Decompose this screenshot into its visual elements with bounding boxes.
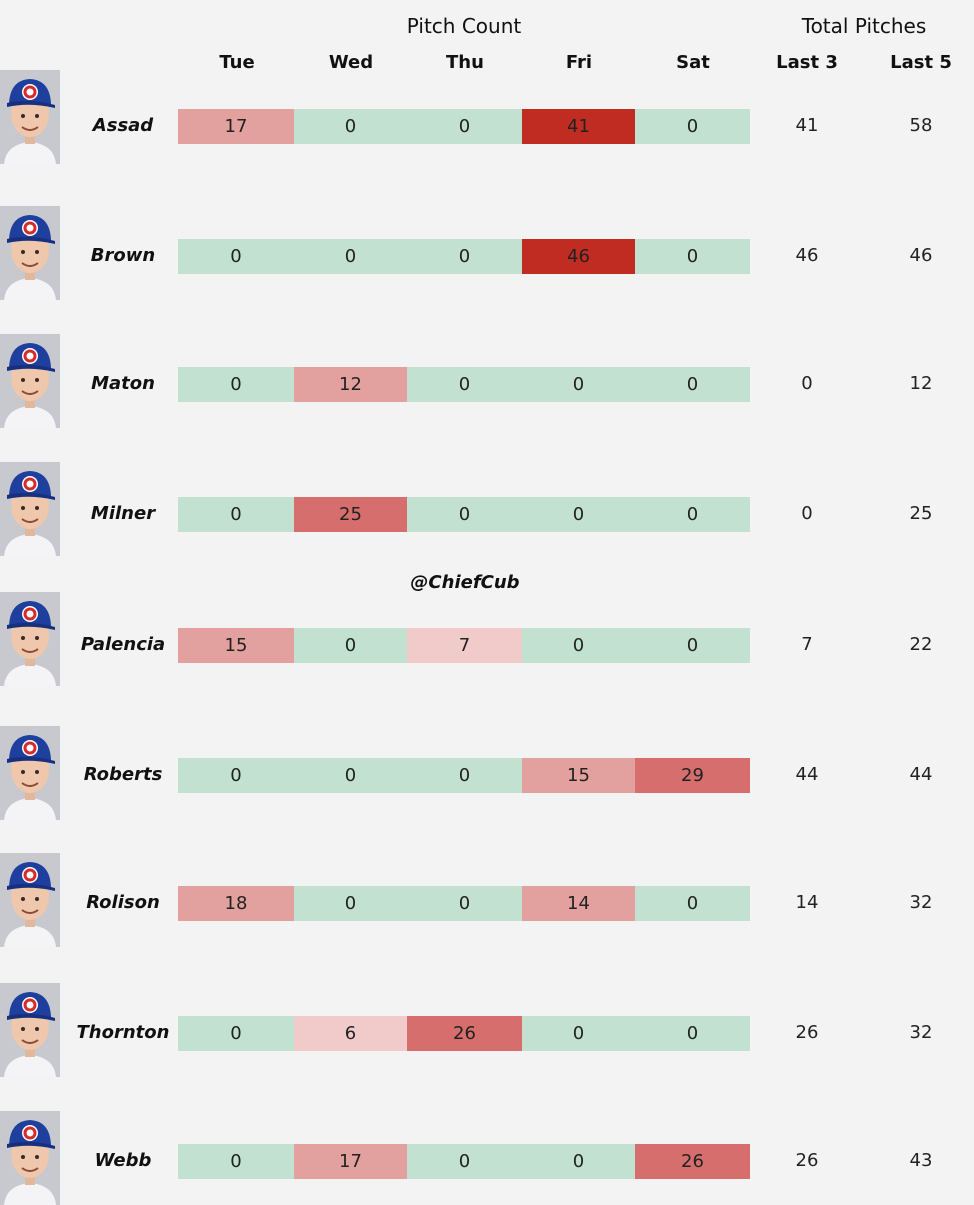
header-thu: Thu xyxy=(446,52,484,73)
total-last5: 46 xyxy=(909,245,933,266)
pitch-cell-tue: 0 xyxy=(178,1016,294,1051)
pitch-cell-thu: 26 xyxy=(407,1016,522,1051)
player-name: Roberts xyxy=(83,764,163,785)
pitch-cell-tue: 0 xyxy=(178,1144,294,1179)
pitch-cell-sat: 0 xyxy=(635,109,750,144)
player-avatar xyxy=(0,462,60,556)
total-last3: 7 xyxy=(801,634,813,655)
total-last3: 44 xyxy=(795,764,819,785)
pitch-cell-wed: 0 xyxy=(294,886,407,921)
total-last5: 12 xyxy=(909,373,933,394)
pitch-cell-tue: 15 xyxy=(178,628,294,663)
player-avatar xyxy=(0,70,60,164)
total-last3: 26 xyxy=(795,1022,819,1043)
total-last3: 26 xyxy=(795,1150,819,1171)
pitch-cell-thu: 0 xyxy=(407,239,522,274)
pitch-cell-tue: 0 xyxy=(178,758,294,793)
pitch-cell-sat: 0 xyxy=(635,497,750,532)
pitch-cell-thu: 0 xyxy=(407,367,522,402)
header-last3: Last 3 xyxy=(776,52,838,73)
total-last3: 0 xyxy=(801,503,813,524)
total-last5: 43 xyxy=(909,1150,933,1171)
pitch-cell-thu: 0 xyxy=(407,758,522,793)
total-pitches-title: Total Pitches xyxy=(801,14,927,38)
total-last5: 22 xyxy=(909,634,933,655)
pitch-cell-wed: 0 xyxy=(294,628,407,663)
total-last5: 58 xyxy=(909,115,933,136)
header-sat: Sat xyxy=(676,52,710,73)
header-last5: Last 5 xyxy=(890,52,952,73)
player-name: Maton xyxy=(91,373,155,394)
pitch-cell-fri: 41 xyxy=(522,109,635,144)
player-name: Milner xyxy=(90,503,156,524)
player-avatar xyxy=(0,983,60,1077)
player-avatar xyxy=(0,853,60,947)
pitch-cell-sat: 0 xyxy=(635,367,750,402)
player-name: Thornton xyxy=(76,1022,170,1043)
pitch-cell-sat: 0 xyxy=(635,239,750,274)
player-avatar xyxy=(0,334,60,428)
total-last5: 32 xyxy=(909,892,933,913)
pitch-cell-fri: 46 xyxy=(522,239,635,274)
pitch-cell-sat: 0 xyxy=(635,886,750,921)
pitch-cell-thu: 7 xyxy=(407,628,522,663)
pitch-cell-thu: 0 xyxy=(407,886,522,921)
pitch-cell-sat: 0 xyxy=(635,1016,750,1051)
total-last3: 41 xyxy=(795,115,819,136)
pitch-cell-wed: 25 xyxy=(294,497,407,532)
pitch-cell-wed: 0 xyxy=(294,758,407,793)
total-last5: 25 xyxy=(909,503,933,524)
pitch-cell-thu: 0 xyxy=(407,1144,522,1179)
player-avatar xyxy=(0,206,60,300)
pitch-cell-fri: 0 xyxy=(522,1144,635,1179)
pitch-cell-tue: 0 xyxy=(178,239,294,274)
pitch-cell-wed: 17 xyxy=(294,1144,407,1179)
total-last3: 14 xyxy=(795,892,819,913)
pitch-cell-fri: 0 xyxy=(522,497,635,532)
total-last3: 0 xyxy=(801,373,813,394)
pitch-cell-wed: 0 xyxy=(294,239,407,274)
player-avatar xyxy=(0,592,60,686)
header-wed: Wed xyxy=(328,52,374,73)
pitch-cell-tue: 18 xyxy=(178,886,294,921)
header-tue: Tue xyxy=(219,52,255,73)
pitch-cell-sat: 0 xyxy=(635,628,750,663)
player-name: Rolison xyxy=(86,892,160,913)
pitch-cell-tue: 17 xyxy=(178,109,294,144)
player-avatar xyxy=(0,726,60,820)
player-name: Assad xyxy=(92,115,154,136)
player-name: Brown xyxy=(90,245,156,266)
player-name: Palencia xyxy=(80,634,166,655)
pitch-cell-tue: 0 xyxy=(178,497,294,532)
pitch-cell-thu: 0 xyxy=(407,109,522,144)
pitch-cell-fri: 15 xyxy=(522,758,635,793)
total-last3: 46 xyxy=(795,245,819,266)
header-fri: Fri xyxy=(565,52,593,73)
total-last5: 32 xyxy=(909,1022,933,1043)
pitch-cell-fri: 14 xyxy=(522,886,635,921)
pitch-cell-wed: 0 xyxy=(294,109,407,144)
pitch-cell-tue: 0 xyxy=(178,367,294,402)
player-avatar xyxy=(0,1111,60,1205)
pitch-count-title: Pitch Count xyxy=(406,14,522,38)
player-name: Webb xyxy=(94,1150,152,1171)
pitch-cell-wed: 12 xyxy=(294,367,407,402)
pitch-cell-fri: 0 xyxy=(522,367,635,402)
total-last5: 44 xyxy=(909,764,933,785)
pitch-cell-wed: 6 xyxy=(294,1016,407,1051)
watermark: @ChiefCub xyxy=(410,572,520,593)
pitch-cell-fri: 0 xyxy=(522,1016,635,1051)
pitch-cell-sat: 29 xyxy=(635,758,750,793)
pitch-cell-sat: 26 xyxy=(635,1144,750,1179)
pitch-cell-fri: 0 xyxy=(522,628,635,663)
pitch-cell-thu: 0 xyxy=(407,497,522,532)
